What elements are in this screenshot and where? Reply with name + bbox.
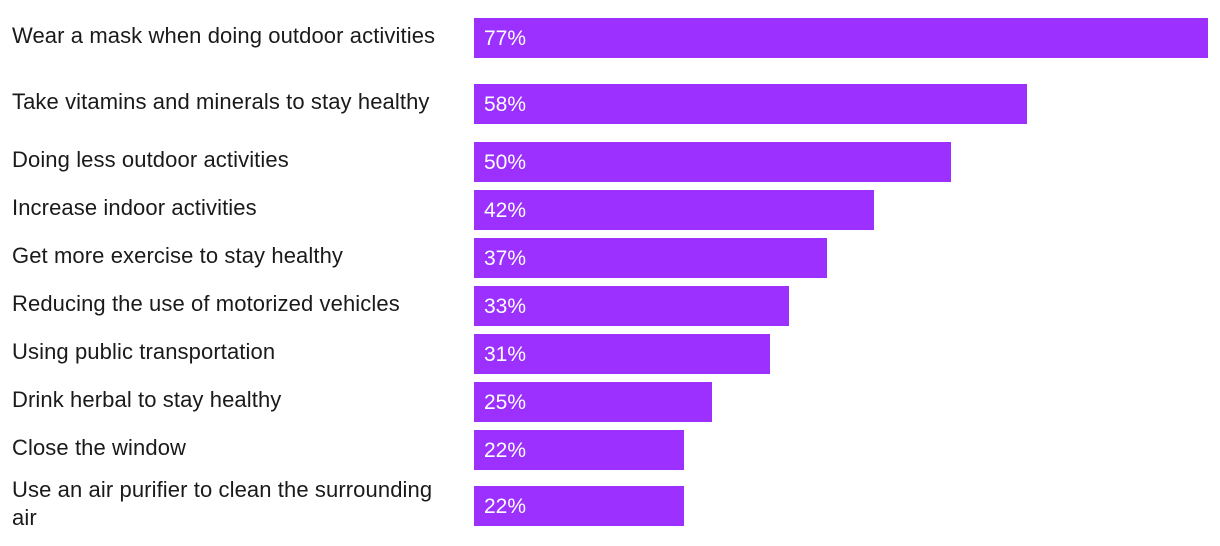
bar: 25% <box>474 382 712 422</box>
category-label: Get more exercise to stay healthy <box>12 243 344 268</box>
bar-value-label: 25% <box>484 391 527 414</box>
category-label: Increase indoor activities <box>12 195 257 220</box>
category-label: Wear a mask when doing outdoor activitie… <box>12 23 436 48</box>
bar-value-label: 31% <box>484 343 527 366</box>
bar-value-label: 33% <box>484 295 527 318</box>
category-label: Using public transportation <box>12 339 276 364</box>
bar-value-label: 22% <box>484 439 527 462</box>
bar: 22% <box>474 430 684 470</box>
bar: 42% <box>474 190 874 230</box>
bar: 77% <box>474 18 1208 58</box>
bar: 22% <box>474 486 684 526</box>
category-label: Use an air purifier to clean the surroun… <box>12 477 433 530</box>
bar: 33% <box>474 286 789 326</box>
bar: 50% <box>474 142 951 182</box>
bar-value-label: 37% <box>484 247 527 270</box>
bar-value-label: 77% <box>484 27 527 50</box>
bar-value-label: 22% <box>484 495 527 518</box>
bar-value-label: 50% <box>484 151 527 174</box>
bar-value-label: 42% <box>484 199 527 222</box>
category-label: Doing less outdoor activities <box>12 147 289 172</box>
category-label: Reducing the use of motorized vehicles <box>12 291 400 316</box>
bar: 31% <box>474 334 770 374</box>
category-label: Drink herbal to stay healthy <box>12 387 282 412</box>
bar: 58% <box>474 84 1027 124</box>
bar-value-label: 58% <box>484 93 527 116</box>
category-label: Close the window <box>12 435 187 460</box>
bar: 37% <box>474 238 827 278</box>
category-label: Take vitamins and minerals to stay healt… <box>12 89 430 114</box>
